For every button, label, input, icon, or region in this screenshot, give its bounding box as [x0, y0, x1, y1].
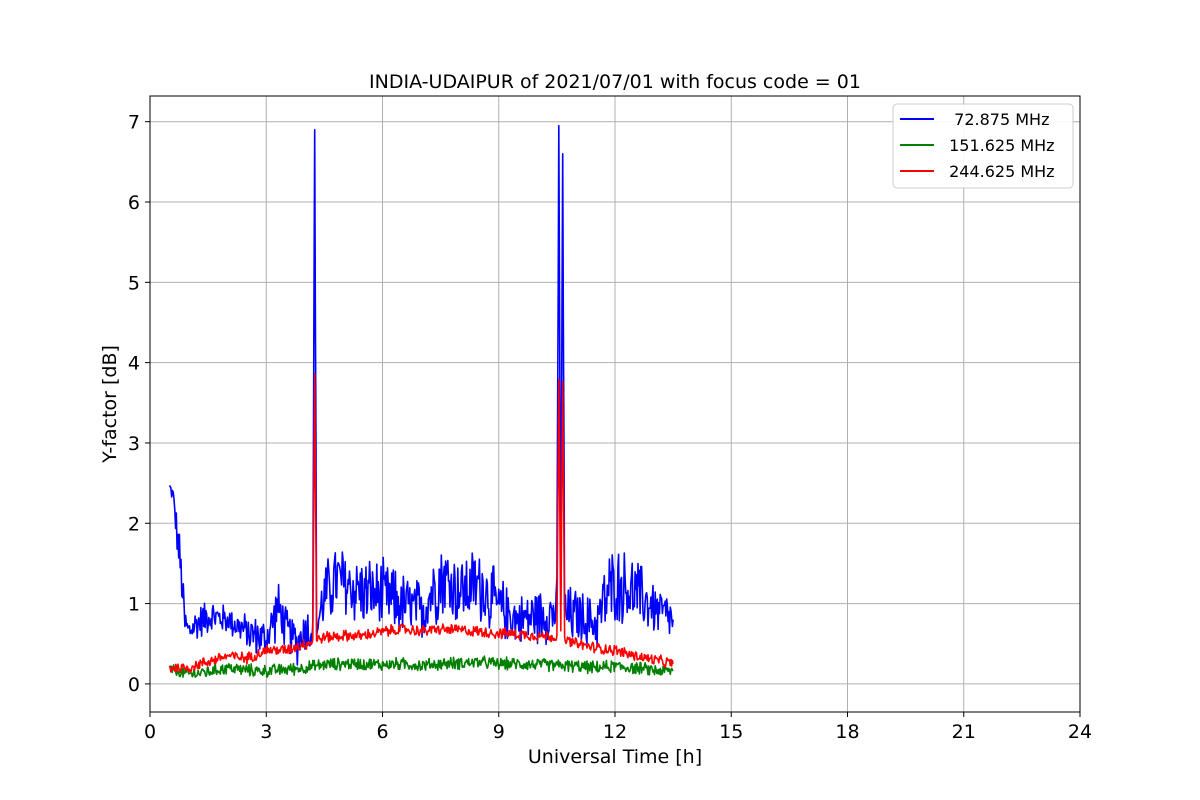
y-tick-label: 4 [128, 353, 140, 375]
chart-title: INDIA-UDAIPUR of 2021/07/01 with focus c… [369, 71, 861, 93]
y-tick-label: 5 [128, 272, 140, 294]
x-tick-label: 0 [144, 721, 156, 743]
x-tick-label: 6 [376, 721, 388, 743]
x-tick-label: 24 [1068, 721, 1092, 743]
series-line-1 [168, 124, 674, 666]
legend-label: 151.625 MHz [944, 136, 1055, 155]
y-tick-label: 2 [128, 513, 140, 535]
series-line-2 [168, 655, 674, 679]
y-tick-label: 7 [128, 112, 140, 134]
y-axis: 0 1 2 3 4 5 6 7 [128, 112, 150, 696]
y-tick-label: 3 [128, 433, 140, 455]
x-tick-label: 21 [952, 721, 976, 743]
x-tick-label: 15 [719, 721, 743, 743]
y-axis-label: Y-factor [dB] [99, 345, 121, 464]
x-axis-label: Universal Time [h] [528, 746, 702, 768]
x-tick-label: 18 [835, 721, 859, 743]
y-tick-label: 1 [128, 594, 140, 616]
x-tick-label: 12 [603, 721, 627, 743]
y-tick-label: 6 [128, 192, 140, 214]
legend-label: 244.625 MHz [944, 162, 1055, 181]
y-tick-label: 0 [128, 674, 140, 696]
legend: 72.875 MHz 151.625 MHz 244.625 MHz [892, 103, 1074, 189]
x-tick-label: 3 [260, 721, 272, 743]
x-tick-label: 9 [493, 721, 505, 743]
series-line-3 [168, 373, 674, 674]
legend-box [892, 103, 1074, 189]
grid [149, 96, 1081, 712]
x-axis: 0 3 6 9 12 15 18 21 24 [144, 712, 1092, 743]
series-layer [168, 124, 674, 679]
legend-label: 72.875 MHz [944, 110, 1049, 129]
